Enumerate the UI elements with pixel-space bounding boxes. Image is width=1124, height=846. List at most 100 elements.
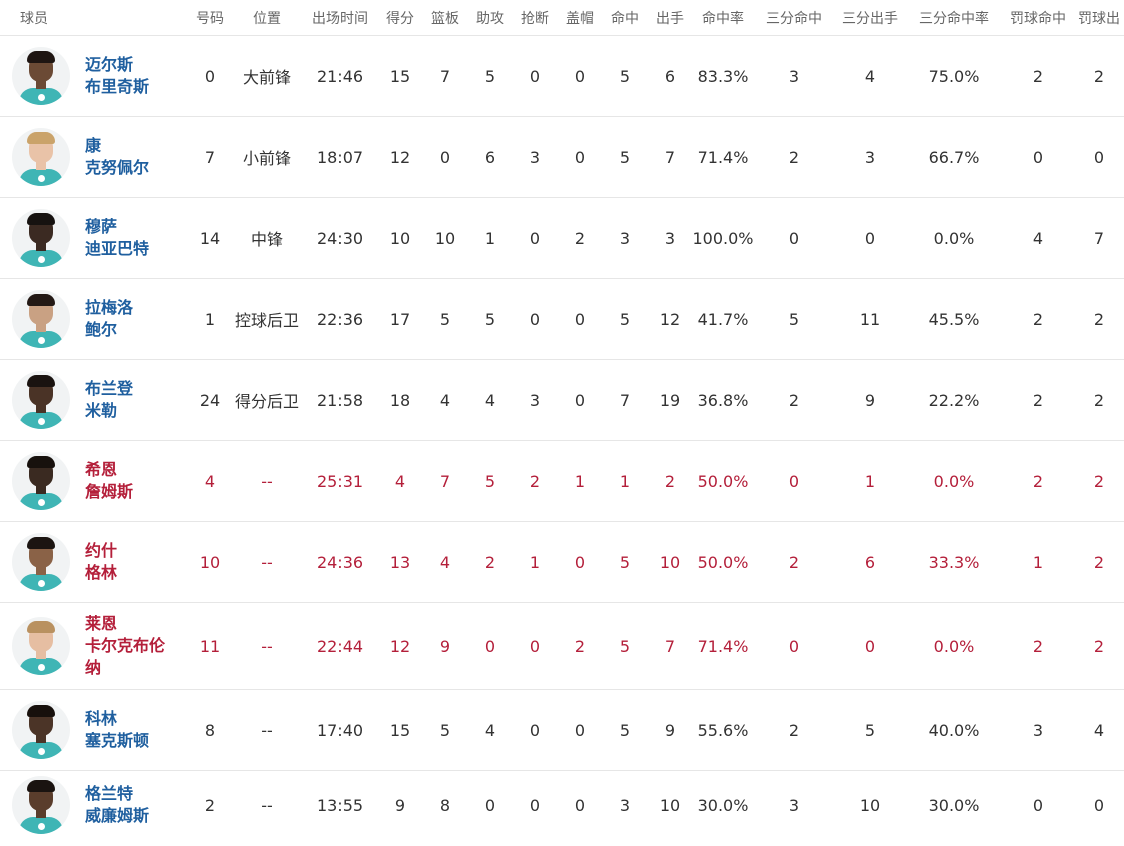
player-name-line1[interactable]: 穆萨 [85, 217, 118, 236]
team-logo-icon [38, 418, 45, 425]
player-cell[interactable]: 康 克努佩尔 [0, 116, 188, 198]
player-row[interactable]: 约什 格林 10 -- 24:36 13 4 2 1 0 5 10 50.0% … [0, 521, 1124, 603]
header-rebounds[interactable]: 篮板 [431, 10, 459, 27]
player-name-line2[interactable]: 迪亚巴特 [85, 239, 150, 258]
header-ft-attempts[interactable]: 罚球出 [1078, 10, 1120, 27]
player-name-line2[interactable]: 米勒 [85, 401, 118, 420]
cell-position: -- [261, 795, 273, 815]
player-name[interactable]: 约什 格林 [85, 540, 117, 584]
header-3p-pct[interactable]: 三分命中率 [919, 10, 989, 27]
player-row[interactable]: 莱恩 卡尔克布伦 纳 11 -- 22:44 12 9 0 0 2 5 7 71… [0, 602, 1124, 690]
header-fg-made[interactable]: 命中 [611, 10, 639, 27]
header-ft-made[interactable]: 罚球命中 [1010, 10, 1066, 27]
player-name-line1[interactable]: 希恩 [85, 460, 118, 479]
player-avatar[interactable] [12, 128, 70, 186]
player-cell[interactable]: 格兰特 威廉姆斯 [0, 771, 188, 840]
player-name-line2[interactable]: 塞克斯顿 [85, 731, 150, 750]
cell-minutes: 17:40 [302, 689, 378, 771]
header-blocks[interactable]: 盖帽 [566, 10, 594, 27]
player-avatar[interactable] [12, 776, 70, 835]
player-name-line1[interactable]: 莱恩 [85, 614, 118, 633]
player-name[interactable]: 布兰登 米勒 [85, 378, 133, 422]
cell-position: 控球后卫 [232, 278, 302, 360]
cell-assists: 4 [468, 689, 512, 771]
player-avatar[interactable] [12, 701, 70, 759]
player-avatar[interactable] [12, 209, 70, 267]
player-name-line2[interactable]: 格林 [85, 563, 118, 582]
player-row[interactable]: 格兰特 威廉姆斯 2 -- 13:55 9 8 0 0 0 3 10 30.0%… [0, 771, 1124, 840]
player-name[interactable]: 穆萨 迪亚巴特 [85, 216, 149, 260]
player-avatar[interactable] [12, 47, 70, 105]
header-assists[interactable]: 助攻 [476, 10, 504, 27]
player-name[interactable]: 希恩 詹姆斯 [85, 459, 133, 503]
header-minutes[interactable]: 出场时间 [312, 10, 368, 27]
player-name[interactable]: 莱恩 卡尔克布伦 纳 [85, 613, 165, 679]
player-cell[interactable]: 科林 塞克斯顿 [0, 689, 188, 771]
cell-ft-attempts: 0 [1074, 116, 1124, 198]
player-cell[interactable]: 约什 格林 [0, 521, 188, 603]
player-name-line2[interactable]: 布里奇斯 [85, 77, 150, 96]
header-3p-attempts[interactable]: 三分出手 [842, 10, 898, 27]
cell-assists: 5 [468, 35, 512, 117]
player-name-line2[interactable]: 克努佩尔 [85, 158, 150, 177]
player-name-line2[interactable]: 卡尔克布伦 [85, 636, 166, 655]
cell-3p-pct: 0.0% [906, 197, 1002, 279]
player-avatar[interactable] [12, 290, 70, 348]
player-name[interactable]: 拉梅洛 鲍尔 [85, 297, 133, 341]
header-position[interactable]: 位置 [253, 10, 281, 27]
header-player[interactable]: 球员 [20, 10, 48, 27]
player-name-line2[interactable]: 鲍尔 [85, 320, 118, 339]
header-3p-made[interactable]: 三分命中 [766, 10, 822, 27]
player-row[interactable]: 穆萨 迪亚巴特 14 中锋 24:30 10 10 1 0 2 3 3 100.… [0, 197, 1124, 279]
player-row[interactable]: 迈尔斯 布里奇斯 0 大前锋 21:46 15 7 5 0 0 5 6 83.3… [0, 35, 1124, 117]
cell-3p-attempts: 4 [834, 35, 906, 117]
player-name-line1[interactable]: 布兰登 [85, 379, 134, 398]
cell-steals: 0 [512, 602, 558, 690]
player-cell[interactable]: 布兰登 米勒 [0, 359, 188, 441]
player-cell[interactable]: 穆萨 迪亚巴特 [0, 197, 188, 279]
cell-fg-pct: 30.0% [697, 795, 749, 815]
player-name-line2[interactable]: 詹姆斯 [85, 482, 134, 501]
player-name[interactable]: 康 克努佩尔 [85, 135, 149, 179]
cell-number: 14 [188, 197, 232, 279]
player-name-line1[interactable]: 约什 [85, 541, 118, 560]
player-avatar[interactable] [12, 371, 70, 429]
cell-fg-made: 5 [602, 521, 648, 603]
player-row[interactable]: 科林 塞克斯顿 8 -- 17:40 15 5 4 0 0 5 9 55.6% … [0, 689, 1124, 771]
cell-steals: 0 [512, 278, 558, 360]
player-cell[interactable]: 拉梅洛 鲍尔 [0, 278, 188, 360]
player-name-line2[interactable]: 威廉姆斯 [85, 806, 150, 826]
header-steals[interactable]: 抢断 [521, 10, 549, 27]
team-logo-icon [38, 664, 45, 671]
player-avatar[interactable] [12, 533, 70, 591]
header-number[interactable]: 号码 [196, 10, 224, 27]
cell-ft-made: 1 [1002, 521, 1074, 603]
player-row[interactable]: 布兰登 米勒 24 得分后卫 21:58 18 4 4 3 0 7 19 36.… [0, 359, 1124, 441]
cell-3p-made: 2 [754, 689, 834, 771]
header-points[interactable]: 得分 [386, 10, 414, 27]
player-row[interactable]: 康 克努佩尔 7 小前锋 18:07 12 0 6 3 0 5 7 71.4% … [0, 116, 1124, 198]
header-fg-pct[interactable]: 命中率 [702, 10, 744, 27]
player-avatar[interactable] [12, 452, 70, 510]
player-name[interactable]: 迈尔斯 布里奇斯 [85, 54, 149, 98]
player-name[interactable]: 格兰特 威廉姆斯 [85, 783, 149, 827]
player-name-line1[interactable]: 拉梅洛 [85, 298, 134, 317]
team-logo-icon [38, 256, 45, 263]
cell-3p-attempts: 6 [834, 521, 906, 603]
player-name-line1[interactable]: 迈尔斯 [85, 55, 134, 74]
player-row[interactable]: 拉梅洛 鲍尔 1 控球后卫 22:36 17 5 5 0 0 5 12 41.7… [0, 278, 1124, 360]
cell-points: 15 [378, 35, 422, 117]
player-cell[interactable]: 希恩 詹姆斯 [0, 440, 188, 522]
player-cell[interactable]: 莱恩 卡尔克布伦 纳 [0, 602, 188, 690]
player-name-line1[interactable]: 格兰特 [85, 784, 134, 804]
player-avatar[interactable] [12, 617, 70, 675]
header-fg-attempts[interactable]: 出手 [656, 10, 684, 27]
player-name-line3[interactable]: 纳 [85, 658, 102, 677]
cell-ft-attempts: 4 [1074, 689, 1124, 771]
player-row[interactable]: 希恩 詹姆斯 4 -- 25:31 4 7 5 2 1 1 2 50.0% 0 … [0, 440, 1124, 522]
player-name-line1[interactable]: 科林 [85, 709, 118, 728]
player-name[interactable]: 科林 塞克斯顿 [85, 708, 149, 752]
cell-assists: 5 [468, 278, 512, 360]
player-name-line1[interactable]: 康 [85, 136, 102, 155]
player-cell[interactable]: 迈尔斯 布里奇斯 [0, 35, 188, 117]
